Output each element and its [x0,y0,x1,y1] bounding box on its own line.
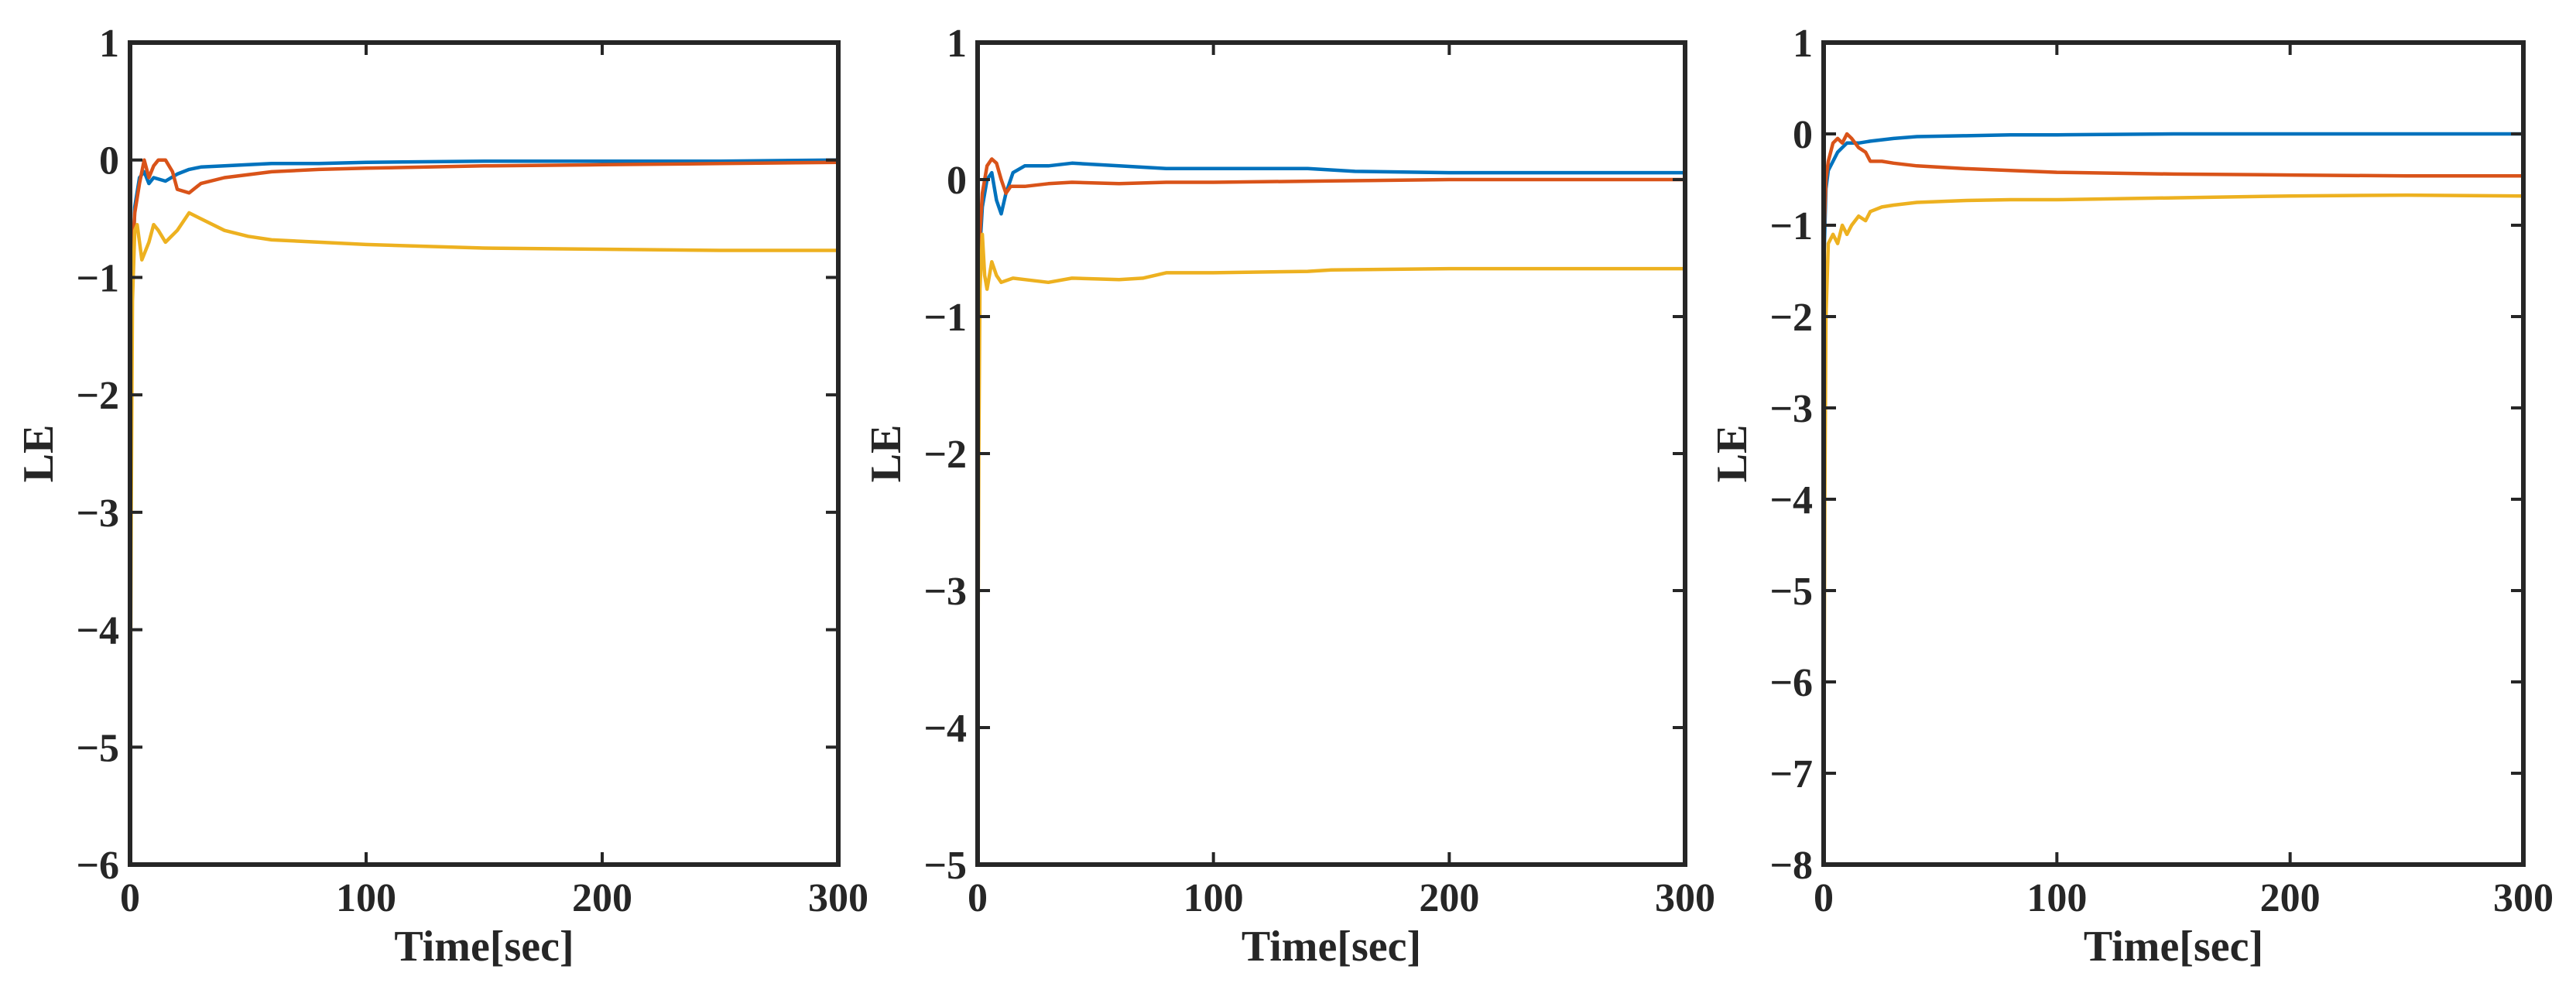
subplot-2: 0 100 200 300 −5 −4 −3 −2 −1 0 1 Time[sec] LE [862,22,1715,971]
y-tick-label: −4 [923,707,967,751]
y-tick-label: −5 [1769,570,1813,614]
series-line-le2 [128,158,841,350]
y-axis-label: LE [15,425,63,483]
y-tick-label: −5 [76,726,119,770]
x-tick-label: 100 [2026,876,2087,920]
y-tick-label: 1 [1793,22,1813,66]
series-line-le3 [975,232,1687,771]
y-tick-label: −1 [1769,204,1813,248]
y-tick-label: 1 [947,22,967,66]
x-tick-label: 200 [1419,876,1479,920]
y-tick-label: −4 [76,609,119,653]
series-line-le3 [1821,193,2526,867]
y-tick-label: −3 [923,570,967,614]
y-tick-label: 0 [947,159,967,203]
x-tick-label: 300 [808,876,868,920]
x-axis-label: Time[sec] [2084,923,2263,971]
x-axis-label: Time[sec] [1242,923,1421,971]
subplot-3: 0 100 200 300 −8 −7 −6 −5 −4 −3 −2 −1 0 1 Time[sec] LE [1708,22,2554,971]
axes-frame [1821,40,2526,867]
y-tick-label: −2 [923,433,967,477]
x-tick-label: 0 [120,876,140,920]
y-tick-label: −6 [1769,661,1813,705]
y-tick-label: 0 [99,139,119,183]
x-axis-label: Time[sec] [394,923,574,971]
x-tick-label: 0 [1814,876,1834,920]
y-tick-label: 1 [99,22,119,66]
x-tick-label: 300 [1655,876,1715,920]
x-tick-label: 100 [1184,876,1244,920]
y-tick-label: −5 [923,844,967,888]
series-line-le2 [975,157,1687,346]
y-tick-label: −3 [1769,387,1813,431]
y-tick-label: 0 [1793,113,1813,157]
x-tick-label: 300 [2493,876,2554,920]
y-tick-label: −6 [76,844,119,888]
x-tick-label: 0 [968,876,988,920]
y-tick-label: −2 [76,374,119,418]
x-tick-label: 200 [572,876,632,920]
y-axis-label: LE [1708,425,1756,483]
y-tick-label: −8 [1769,844,1813,888]
series-line-le3 [128,211,841,808]
y-tick-label: −1 [923,296,967,340]
y-tick-label: −7 [1769,752,1813,796]
y-tick-label: −3 [76,492,119,536]
axes-frame [128,40,841,867]
subplot-1: 0 100 200 300 −6 −5 −4 −3 −2 −1 0 1 Time[sec] LE [15,22,868,971]
series-line-le2 [1821,132,2526,245]
series-line-le1 [1821,132,2526,273]
y-axis-label: LE [862,425,910,483]
y-tick-label: −1 [76,256,119,300]
x-tick-label: 100 [336,876,396,920]
y-tick-label: −2 [1769,296,1813,340]
x-tick-label: 200 [2260,876,2321,920]
y-tick-label: −4 [1769,478,1813,522]
